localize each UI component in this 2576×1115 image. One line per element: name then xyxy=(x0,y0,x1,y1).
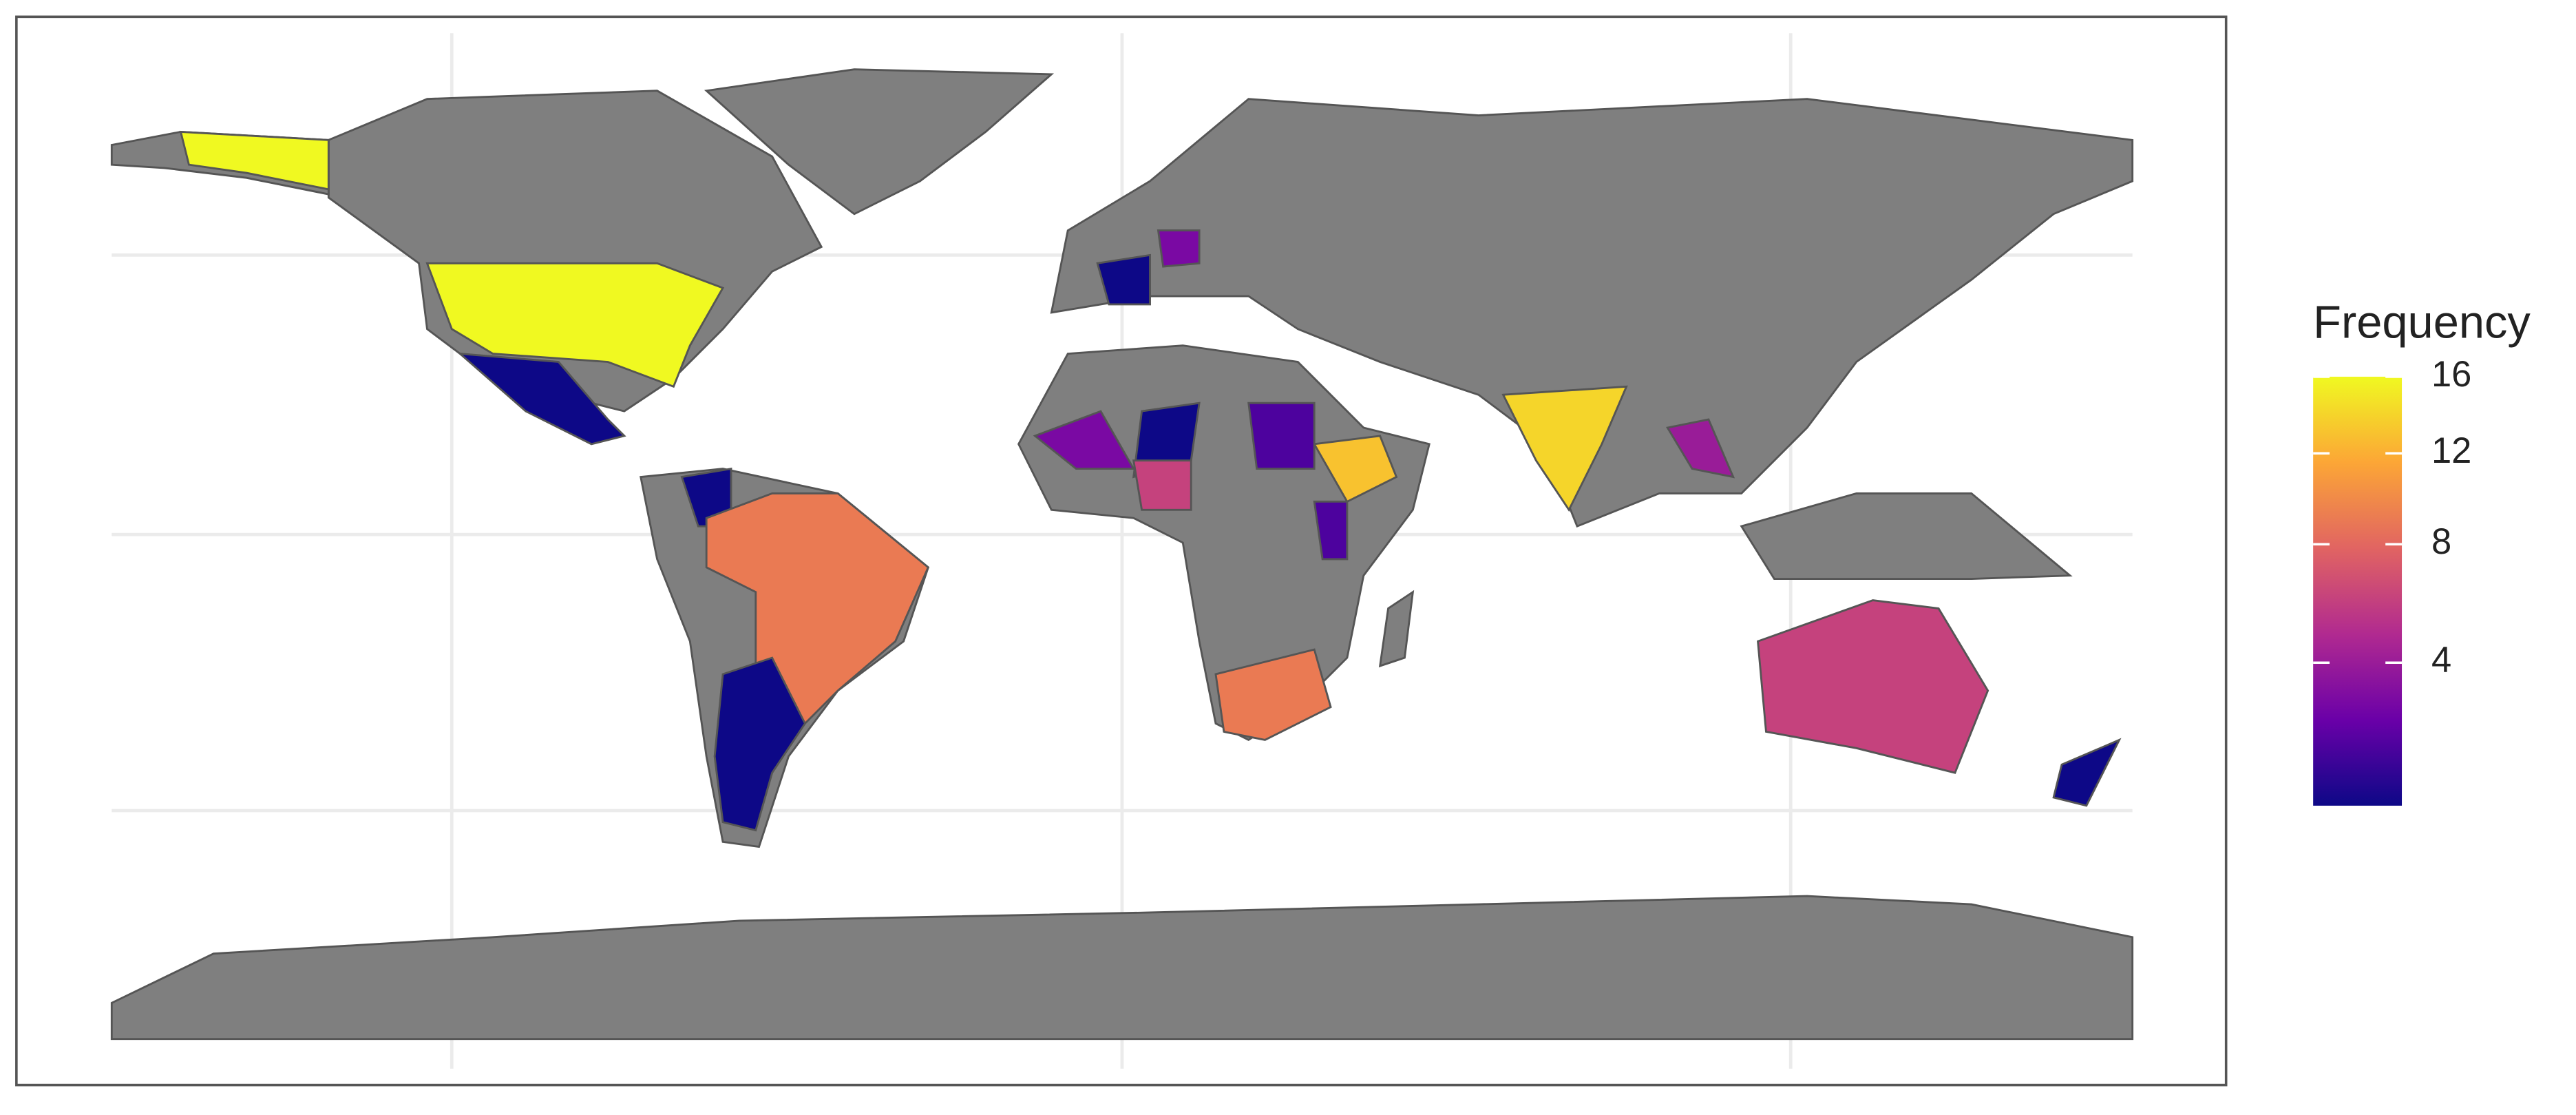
country xyxy=(456,352,626,446)
colorbar-tick-label: 12 xyxy=(2431,430,2471,471)
land-shape xyxy=(1378,590,1415,668)
colorbar-tick-label: 4 xyxy=(2431,640,2451,680)
country xyxy=(1312,435,1398,503)
country xyxy=(1096,253,1151,306)
colorbar-tick-label: 8 xyxy=(2431,521,2451,562)
land-shape xyxy=(1740,492,2073,580)
legend: Frequency 4 8 12 16 xyxy=(2313,298,2531,806)
country xyxy=(713,656,807,832)
country xyxy=(1757,599,1989,774)
land-shape xyxy=(110,895,2134,1041)
country xyxy=(1666,418,1735,479)
country xyxy=(1313,500,1349,561)
colorbar xyxy=(2313,376,2403,806)
country xyxy=(1132,459,1192,511)
colorbar-tick-label: 16 xyxy=(2431,354,2471,395)
country xyxy=(1501,385,1628,512)
legend-title: Frequency xyxy=(2313,298,2531,348)
country xyxy=(1214,648,1332,741)
country xyxy=(1247,402,1316,470)
countries xyxy=(179,130,2122,832)
land-shape xyxy=(704,68,1055,216)
country xyxy=(2052,738,2122,807)
country xyxy=(1033,410,1136,470)
country xyxy=(179,130,330,191)
land-shape xyxy=(1050,98,2134,528)
country xyxy=(1157,229,1201,268)
country xyxy=(425,262,725,388)
